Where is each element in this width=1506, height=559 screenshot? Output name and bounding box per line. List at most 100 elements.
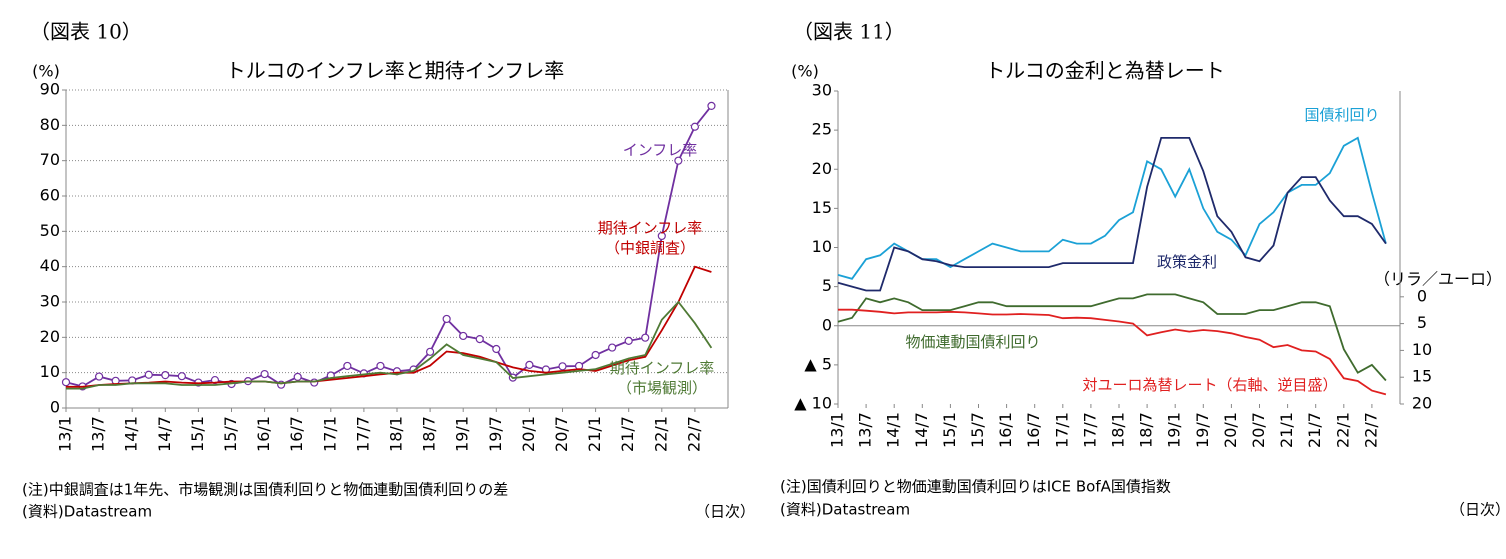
- x-tick-label: 21/7: [1305, 412, 1324, 448]
- point: [492, 344, 501, 354]
- point: [177, 372, 186, 381]
- point: [608, 343, 617, 352]
- x-tick-label: 19/7: [1193, 412, 1212, 448]
- point: [94, 372, 104, 381]
- x-tick-label: 16/1: [254, 416, 273, 452]
- x-tick-label: 14/7: [912, 412, 931, 448]
- x-tick-label: 20/7: [1249, 412, 1268, 448]
- y-tick-label: 90: [40, 80, 60, 99]
- y-tick-label: 10: [40, 362, 60, 381]
- y-tick-label: 20: [40, 327, 60, 346]
- y-tick-label: 10: [812, 237, 832, 256]
- x-tick-label: 22/7: [1361, 412, 1380, 448]
- x-tick-label: 21/1: [585, 416, 604, 452]
- x-tick-label: 17/1: [320, 416, 339, 452]
- point: [558, 362, 567, 371]
- x-tick-label: 18/1: [387, 416, 406, 452]
- point: [442, 314, 451, 324]
- y-tick-label: 70: [40, 150, 60, 169]
- y-tick-label: 0: [50, 398, 60, 417]
- y-tick-label: 0: [822, 315, 832, 334]
- x-tick-label: 19/7: [486, 416, 505, 452]
- x-tick-label: 18/7: [420, 416, 439, 452]
- point: [475, 335, 484, 344]
- series-line: [66, 300, 713, 390]
- point: [657, 231, 666, 241]
- point: [674, 156, 683, 165]
- x-tick-label: 16/7: [287, 416, 306, 452]
- x-tick-label: 18/1: [1109, 412, 1128, 448]
- series-label: 期待インフレ率 （市場観測）: [609, 359, 715, 397]
- source: (資料)Datastream: [22, 503, 152, 521]
- x-tick-label: 15/7: [221, 416, 240, 452]
- figure-label: （図表 10）: [30, 20, 142, 44]
- x-tick-label: 13/7: [856, 412, 875, 448]
- source: (資料)Datastream: [780, 501, 910, 519]
- y2-unit: （リラ／ユーロ）: [1374, 270, 1502, 289]
- x-tick-label: 17/7: [353, 416, 372, 452]
- x-unit: （日次）: [1450, 501, 1506, 519]
- x-tick-label: 14/7: [155, 416, 174, 452]
- y-unit: (%): [791, 62, 819, 81]
- y-tick-label: 5: [822, 276, 832, 295]
- y2-tick-label: 5: [1417, 313, 1427, 332]
- series-label: 物価連動国債利回り: [905, 333, 1041, 351]
- y2-tick-label: 0: [1417, 286, 1427, 305]
- point: [624, 336, 633, 345]
- x-tick-label: 15/1: [188, 416, 207, 452]
- x-tick-label: 19/1: [1165, 412, 1184, 448]
- y-tick-label: 25: [812, 120, 832, 139]
- chart-title: トルコのインフレ率と期待インフレ率: [226, 59, 564, 83]
- x-tick-label: 22/1: [1333, 412, 1352, 448]
- x-tick-label: 20/1: [519, 416, 538, 452]
- x-tick-label: 22/7: [684, 416, 703, 452]
- series-line: [837, 293, 1387, 382]
- point: [260, 369, 269, 379]
- x-tick-label: 14/1: [884, 412, 903, 448]
- point: [690, 122, 700, 131]
- x-tick-label: 17/7: [1080, 412, 1099, 448]
- point: [376, 361, 385, 371]
- x-tick-label: 20/7: [552, 416, 571, 452]
- y-tick-label: 50: [40, 221, 60, 240]
- x-tick-label: 17/1: [1052, 412, 1071, 448]
- point: [293, 372, 302, 382]
- y-tick-label: 20: [812, 159, 832, 178]
- series-line: [838, 308, 1387, 396]
- x-tick-label: 13/7: [89, 416, 108, 452]
- series-label: 期待インフレ率 （中銀調査）: [597, 219, 703, 257]
- y2-tick-label: 10: [1412, 340, 1432, 359]
- x-tick-label: 13/1: [56, 416, 75, 452]
- x-tick-label: 14/1: [122, 416, 141, 452]
- x-tick-label: 15/7: [968, 412, 987, 448]
- note: (注)中銀調査は1年先、市場観測は国債利回りと物価連動国債利回りの差: [22, 481, 508, 499]
- y-tick-label: ▲ 10: [794, 394, 832, 413]
- chart-title: トルコの金利と為替レート: [985, 59, 1225, 83]
- point: [525, 360, 534, 369]
- point: [641, 333, 650, 342]
- point: [161, 371, 170, 380]
- series-label: 対ユーロ為替レート（右軸、逆目盛）: [1082, 376, 1338, 394]
- y-tick-label: 15: [812, 198, 832, 217]
- series-line: [65, 105, 713, 388]
- y-tick-label: 60: [40, 186, 60, 205]
- x-tick-label: 22/1: [651, 416, 670, 452]
- y-tick-label: ▲ 5: [804, 354, 832, 373]
- x-tick-label: 15/1: [940, 412, 959, 448]
- y-tick-label: 40: [40, 256, 60, 275]
- figure-label: （図表 11）: [793, 20, 905, 44]
- point: [591, 350, 600, 360]
- x-tick-label: 21/1: [1277, 412, 1296, 448]
- x-tick-label: 21/7: [618, 416, 637, 452]
- y-tick-label: 30: [40, 292, 60, 311]
- series-label: インフレ率: [622, 141, 698, 159]
- point: [343, 361, 352, 371]
- x-tick-label: 19/1: [453, 416, 472, 452]
- point: [426, 347, 435, 356]
- series-label: 国債利回り: [1304, 106, 1380, 124]
- point: [61, 378, 71, 387]
- y-unit: (%): [32, 62, 60, 81]
- x-tick-label: 13/1: [828, 412, 847, 448]
